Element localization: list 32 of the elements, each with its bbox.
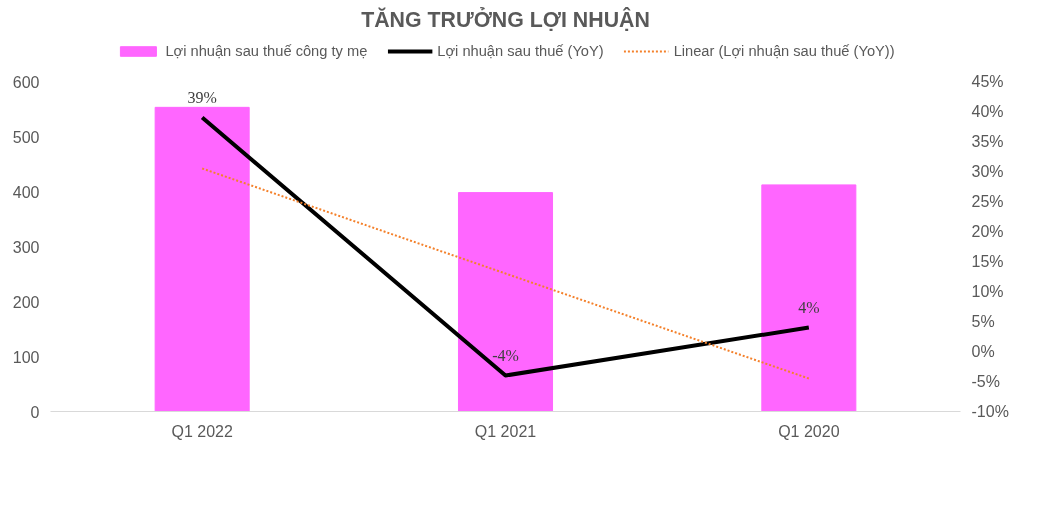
- y2-tick-label: 0%: [971, 343, 995, 360]
- y2-tick-label: -10%: [971, 403, 1009, 420]
- y-tick-label: 100: [12, 348, 40, 366]
- bar: [457, 192, 554, 412]
- data-label: -4%: [492, 346, 519, 364]
- y2-tick-label: 20%: [971, 223, 1004, 240]
- x-tick-label: Q1 2022: [171, 422, 233, 440]
- chart-title: TĂNG TRƯỞNG LỢI NHUẬN: [361, 6, 650, 32]
- x-tick-label: Q1 2020: [778, 422, 840, 440]
- bar: [761, 184, 857, 412]
- y-tick-label: 0: [30, 403, 40, 421]
- legend-label: Lợi nhuận sau thuế (YoY): [437, 43, 604, 59]
- y2-tick-label: 10%: [971, 283, 1004, 300]
- x-tick-label: Q1 2021: [474, 422, 537, 440]
- y-tick-label: 400: [12, 183, 40, 201]
- y2-tick-label: 40%: [971, 103, 1004, 120]
- y2-tick-label: 25%: [971, 193, 1004, 210]
- data-label: 39%: [187, 88, 217, 106]
- y2-tick-label: 30%: [971, 163, 1004, 180]
- bar: [154, 106, 250, 412]
- y-tick-label: 500: [12, 128, 40, 146]
- legend-label: Lợi nhuận sau thuế công ty mẹ: [165, 43, 368, 59]
- y-tick-label: 600: [12, 73, 40, 91]
- y2-tick-label: -5%: [971, 373, 1000, 390]
- y-tick-label: 200: [12, 293, 40, 311]
- y2-tick-label: 45%: [971, 73, 1004, 90]
- y2-tick-label: 5%: [971, 313, 995, 330]
- y2-tick-label: 15%: [971, 253, 1004, 270]
- y-tick-label: 300: [12, 238, 40, 256]
- data-label: 4%: [798, 298, 820, 316]
- y2-tick-label: 35%: [971, 133, 1004, 150]
- legend-label: Linear (Lợi nhuận sau thuế (YoY)): [673, 43, 895, 59]
